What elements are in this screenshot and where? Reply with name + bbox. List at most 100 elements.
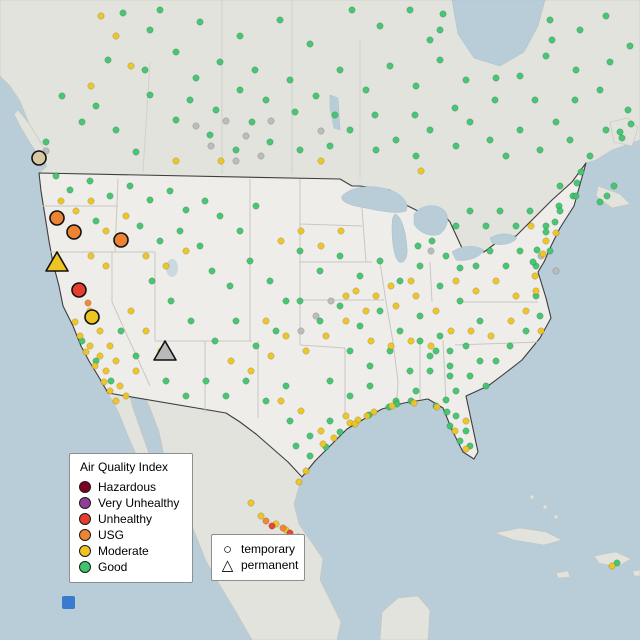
aqi-point-missing[interactable] bbox=[222, 117, 230, 125]
aqi-point-moderate[interactable] bbox=[410, 399, 418, 407]
aqi-point-moderate[interactable] bbox=[127, 62, 135, 70]
aqi-point-good[interactable] bbox=[246, 257, 254, 265]
aqi-point-moderate[interactable] bbox=[370, 408, 378, 416]
station-triangle-moderate[interactable] bbox=[45, 251, 69, 272]
aqi-point-good[interactable] bbox=[466, 372, 474, 380]
aqi-point-moderate[interactable] bbox=[102, 227, 110, 235]
aqi-point-moderate[interactable] bbox=[267, 352, 275, 360]
aqi-point-good[interactable] bbox=[286, 76, 294, 84]
aqi-point-good[interactable] bbox=[312, 92, 320, 100]
aqi-point-moderate[interactable] bbox=[282, 332, 290, 340]
aqi-point-moderate[interactable] bbox=[87, 252, 95, 260]
aqi-point-good[interactable] bbox=[272, 327, 280, 335]
aqi-point-good[interactable] bbox=[306, 452, 314, 460]
aqi-point-good[interactable] bbox=[156, 6, 164, 14]
aqi-point-good[interactable] bbox=[436, 26, 444, 34]
aqi-point-good[interactable] bbox=[442, 396, 450, 404]
aqi-point-moderate[interactable] bbox=[531, 272, 539, 280]
aqi-point-good[interactable] bbox=[366, 382, 374, 390]
aqi-point-moderate[interactable] bbox=[100, 378, 108, 386]
aqi-point-moderate[interactable] bbox=[342, 412, 350, 420]
aqi-point-moderate[interactable] bbox=[522, 307, 530, 315]
aqi-point-good[interactable] bbox=[529, 258, 537, 266]
aqi-point-good[interactable] bbox=[356, 322, 364, 330]
aqi-point-good[interactable] bbox=[542, 222, 550, 230]
aqi-point-good[interactable] bbox=[486, 247, 494, 255]
aqi-point-good[interactable] bbox=[516, 126, 524, 134]
aqi-point-good[interactable] bbox=[346, 126, 354, 134]
aqi-point-moderate[interactable] bbox=[302, 347, 310, 355]
aqi-point-good[interactable] bbox=[392, 136, 400, 144]
aqi-point-good[interactable] bbox=[106, 192, 114, 200]
station-circle-beige[interactable] bbox=[31, 150, 47, 166]
aqi-point-good[interactable] bbox=[208, 267, 216, 275]
aqi-point-good[interactable] bbox=[526, 207, 534, 215]
aqi-point-missing[interactable] bbox=[552, 267, 560, 275]
aqi-point-missing[interactable] bbox=[232, 157, 240, 165]
aqi-point-good[interactable] bbox=[167, 297, 175, 305]
aqi-point-good[interactable] bbox=[426, 36, 434, 44]
aqi-point-good[interactable] bbox=[52, 172, 60, 180]
aqi-point-good[interactable] bbox=[136, 222, 144, 230]
aqi-point-good[interactable] bbox=[446, 422, 454, 430]
aqi-point-moderate[interactable] bbox=[57, 197, 65, 205]
aqi-point-good[interactable] bbox=[376, 22, 384, 30]
aqi-point-good[interactable] bbox=[348, 6, 356, 14]
aqi-point-good[interactable] bbox=[556, 182, 564, 190]
aqi-point-good[interactable] bbox=[212, 106, 220, 114]
aqi-point-moderate[interactable] bbox=[302, 467, 310, 475]
aqi-point-good[interactable] bbox=[571, 96, 579, 104]
aqi-point-good[interactable] bbox=[107, 377, 115, 385]
aqi-point-moderate[interactable] bbox=[527, 222, 535, 230]
aqi-point-good[interactable] bbox=[602, 126, 610, 134]
aqi-point-moderate[interactable] bbox=[112, 357, 120, 365]
aqi-point-moderate[interactable] bbox=[142, 327, 150, 335]
station-circle-moderate[interactable] bbox=[84, 309, 100, 325]
aqi-point-good[interactable] bbox=[216, 58, 224, 66]
aqi-point-good[interactable] bbox=[428, 237, 436, 245]
aqi-point-moderate[interactable] bbox=[462, 445, 470, 453]
aqi-point-missing[interactable] bbox=[427, 247, 435, 255]
aqi-point-good[interactable] bbox=[336, 252, 344, 260]
aqi-point-good[interactable] bbox=[296, 297, 304, 305]
aqi-point-good[interactable] bbox=[442, 252, 450, 260]
aqi-point-good[interactable] bbox=[42, 138, 50, 146]
aqi-point-good[interactable] bbox=[472, 262, 480, 270]
aqi-point-moderate[interactable] bbox=[552, 229, 560, 237]
aqi-point-moderate[interactable] bbox=[122, 392, 130, 400]
aqi-point-moderate[interactable] bbox=[542, 237, 550, 245]
aqi-point-good[interactable] bbox=[162, 377, 170, 385]
aqi-point-moderate[interactable] bbox=[507, 317, 515, 325]
aqi-point-good[interactable] bbox=[411, 111, 419, 119]
aqi-point-moderate[interactable] bbox=[537, 327, 545, 335]
aqi-point-good[interactable] bbox=[624, 106, 632, 114]
aqi-point-moderate[interactable] bbox=[86, 342, 94, 350]
aqi-point-good[interactable] bbox=[577, 168, 585, 176]
aqi-point-good[interactable] bbox=[476, 317, 484, 325]
aqi-point-good[interactable] bbox=[202, 377, 210, 385]
aqi-point-moderate[interactable] bbox=[367, 337, 375, 345]
aqi-point-good[interactable] bbox=[316, 267, 324, 275]
aqi-point-usg[interactable] bbox=[84, 299, 92, 307]
aqi-point-good[interactable] bbox=[276, 16, 284, 24]
aqi-point-good[interactable] bbox=[452, 387, 460, 395]
aqi-point-moderate[interactable] bbox=[82, 348, 90, 356]
aqi-point-good[interactable] bbox=[456, 437, 464, 445]
aqi-point-good[interactable] bbox=[236, 32, 244, 40]
aqi-point-good[interactable] bbox=[596, 198, 604, 206]
aqi-point-moderate[interactable] bbox=[319, 440, 327, 448]
aqi-point-moderate[interactable] bbox=[142, 252, 150, 260]
aqi-point-good[interactable] bbox=[58, 92, 66, 100]
station-circle-unhealthy[interactable] bbox=[71, 282, 87, 298]
aqi-point-good[interactable] bbox=[346, 392, 354, 400]
aqi-point-good[interactable] bbox=[166, 187, 174, 195]
aqi-point-good[interactable] bbox=[119, 9, 127, 17]
aqi-point-good[interactable] bbox=[306, 432, 314, 440]
aqi-point-moderate[interactable] bbox=[127, 307, 135, 315]
aqi-point-usg[interactable] bbox=[262, 517, 270, 525]
aqi-point-moderate[interactable] bbox=[362, 307, 370, 315]
aqi-point-good[interactable] bbox=[292, 442, 300, 450]
aqi-point-good[interactable] bbox=[86, 177, 94, 185]
aqi-point-moderate[interactable] bbox=[512, 292, 520, 300]
aqi-point-moderate[interactable] bbox=[407, 277, 415, 285]
